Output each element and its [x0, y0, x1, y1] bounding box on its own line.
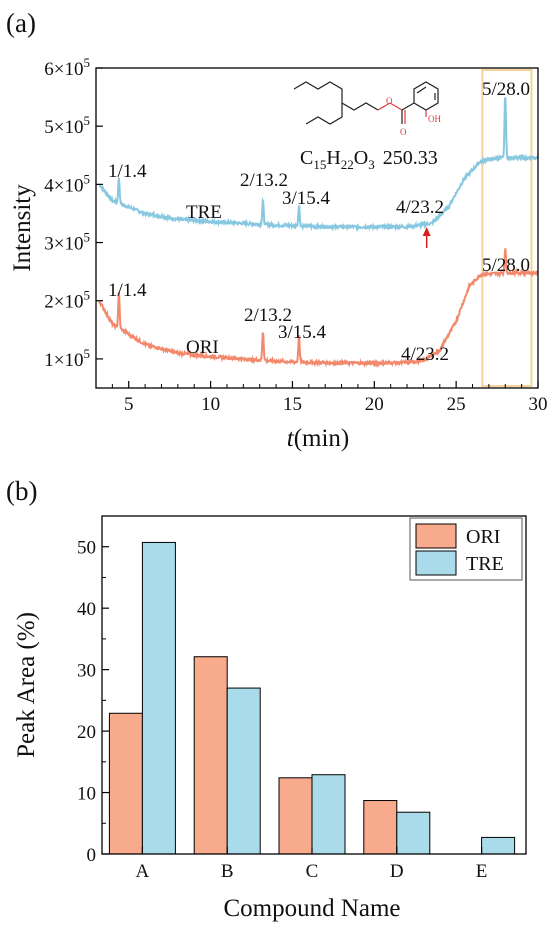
formula-mass: 250.33: [383, 147, 438, 169]
legend: ORI TRE: [409, 517, 523, 581]
bar-ori-c: [278, 777, 313, 855]
x-tick-label: A: [136, 861, 150, 882]
panel-b-y-axis-title: Peak Area (%): [13, 612, 40, 758]
formula-c-sub: 15: [313, 157, 326, 172]
ori-peak-2-label: 2/13.2: [244, 305, 292, 326]
panel-b-x-axis-title: Compound Name: [223, 895, 400, 922]
bar-ori-d: [363, 800, 398, 855]
ori-peak-1-label: 1/1.4: [108, 280, 147, 301]
y-tick-label: 1×105: [44, 346, 90, 371]
bar-group: [108, 541, 516, 855]
molecule-structure-icon: OH O O: [293, 81, 441, 137]
tre-series-label: TRE: [186, 202, 222, 223]
panel-b: (b) A B C D E 0 10 20 30 40 50 Peak Area (%) Comp…: [6, 476, 527, 922]
bar-tre-b: [226, 687, 261, 855]
ori-series-label: ORI: [186, 337, 219, 358]
x-tick-label: 15: [283, 394, 302, 415]
panel-a-x-axis-title: t(min): [287, 425, 350, 452]
panel-b-frame: [101, 515, 527, 855]
y-tick-label: 6×105: [44, 55, 90, 80]
legend-label-tre: TRE: [466, 553, 504, 575]
bar-tre-d: [396, 811, 431, 855]
hydroxyl-label: OH: [428, 114, 441, 124]
bar-tre-e: [481, 836, 516, 855]
panel-a-frame: [95, 67, 539, 389]
y-tick-label: 20: [77, 722, 96, 743]
tre-peak-4-label: 4/23.2: [396, 197, 444, 218]
legend-swatch-ori: [415, 523, 457, 549]
molecular-formula: C15H22O3 250.33: [300, 147, 438, 172]
x-tick-label: 20: [365, 394, 384, 415]
x-axis-title-rest: (min): [294, 425, 350, 452]
panel-a-x-ticks: 5 10 15 20 25 30: [111, 381, 548, 415]
bar-ori-b: [193, 656, 228, 855]
y-tick-label: 40: [77, 599, 96, 620]
bar-tre-c: [311, 774, 346, 855]
panel-b-label: (b): [6, 476, 37, 506]
x-tick-label: 25: [447, 394, 466, 415]
formula-o-sub: 3: [368, 157, 375, 172]
x-tick-label: C: [306, 861, 319, 882]
peak-annotations: 1/1.4 2/13.2 3/15.4 4/23.2 5/28.0 TRE 1/…: [108, 79, 530, 365]
legend-swatch-tre: [415, 550, 457, 576]
x-axis-title-italic: t: [287, 425, 295, 452]
panel-a: (a) 5 10 15 20 25 30 1×105 2×105 3×105 4×105 5×10…: [6, 8, 548, 452]
x-tick-label: 5: [124, 394, 134, 415]
y-tick-label: 30: [77, 661, 96, 682]
x-tick-label: B: [221, 861, 234, 882]
bar-tre-a: [141, 541, 176, 855]
y-tick-label: 2×105: [44, 288, 90, 313]
formula-o: O: [354, 147, 368, 169]
carbonyl-oxygen-label: O: [400, 127, 407, 137]
panel-b-x-ticks: A B C D E: [136, 847, 488, 882]
series-line-ori: [98, 248, 539, 368]
formula-h-sub: 22: [341, 157, 354, 172]
tre-peak-1-label: 1/1.4: [108, 161, 147, 182]
y-tick-label: 0: [87, 845, 97, 866]
x-tick-label: E: [476, 861, 488, 882]
panel-b-y-ticks: 0 10 20 30 40 50: [77, 538, 109, 866]
ori-peak-3-label: 3/15.4: [278, 322, 327, 343]
ori-peak-4-label: 4/23.2: [401, 344, 449, 365]
y-tick-label: 3×105: [44, 230, 90, 255]
formula-c: C: [300, 147, 313, 169]
y-tick-label: 10: [77, 784, 96, 805]
chromatogram-lines: [98, 97, 539, 368]
legend-label-ori: ORI: [466, 526, 500, 548]
y-tick-label: 5×105: [44, 113, 90, 138]
y-tick-label: 50: [77, 538, 96, 559]
tre-peak-2-label: 2/13.2: [240, 170, 288, 191]
panel-a-label: (a): [6, 8, 36, 38]
panel-a-y-ticks: 1×105 2×105 3×105 4×105 5×105 6×105: [44, 55, 103, 371]
tre-peak-3-label: 3/15.4: [282, 188, 331, 209]
tre-peak-5-label: 5/28.0: [482, 79, 530, 100]
highlight-box: [481, 69, 533, 387]
bar-ori-a: [108, 712, 143, 855]
red-arrow-icon: [422, 227, 431, 248]
x-tick-label: 30: [529, 394, 548, 415]
formula-h: H: [326, 147, 340, 169]
x-tick-label: 10: [201, 394, 220, 415]
y-tick-label: 4×105: [44, 171, 90, 196]
series-line-tre: [98, 97, 539, 233]
panel-a-y-axis-title: Intensity: [9, 184, 36, 272]
ester-oxygen-label: O: [386, 96, 393, 106]
x-tick-label: D: [390, 861, 404, 882]
ori-peak-5-label: 5/28.0: [482, 255, 530, 276]
